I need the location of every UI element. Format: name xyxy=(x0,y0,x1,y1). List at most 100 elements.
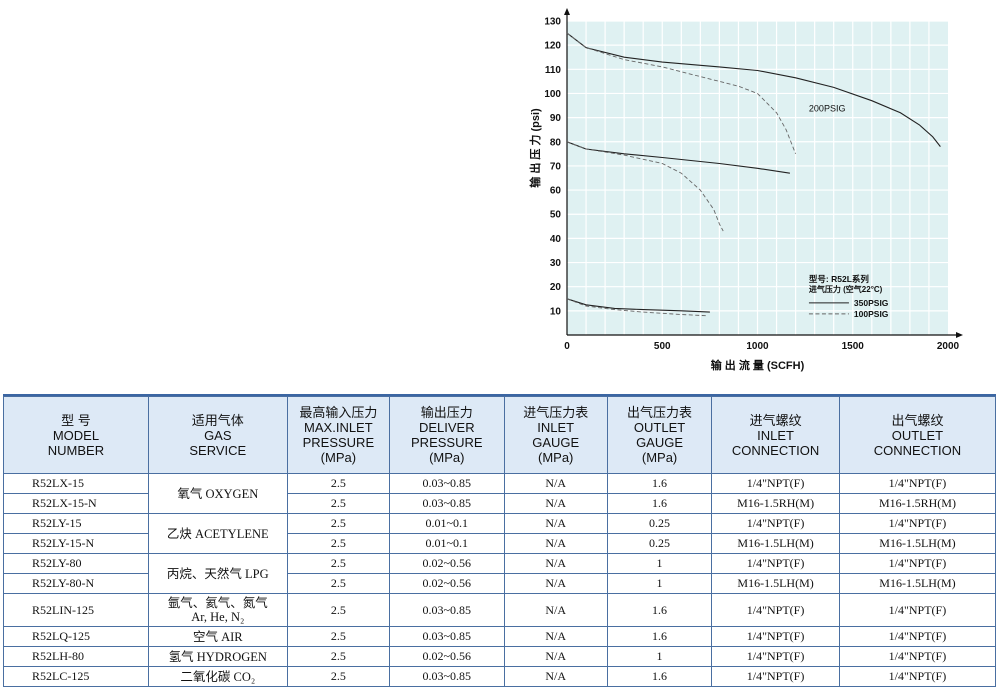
inlet-connection-cell: 1/4"NPT(F) xyxy=(711,473,840,494)
column-header-en: MAX.INLET xyxy=(304,420,373,435)
column-header-en: OUTLET xyxy=(891,427,944,443)
outlet-gauge-cell: 1.6 xyxy=(606,666,713,687)
outlet-connection-cell: 1/4"NPT(F) xyxy=(838,513,997,534)
outlet-connection-cell: 1/4"NPT(F) xyxy=(838,666,997,687)
y-tick-label: 30 xyxy=(550,258,562,269)
max-inlet-cell: 2.5 xyxy=(286,626,391,647)
outlet-connection-cell: M16-1.5LH(M) xyxy=(838,533,997,554)
column-header-zh: 适用气体 xyxy=(191,412,244,428)
y-tick-label: 20 xyxy=(550,282,562,293)
column-header-en: NUMBER xyxy=(47,442,105,458)
inlet-gauge-cell: N/A xyxy=(503,593,608,627)
column-header-en: MODEL xyxy=(52,427,100,443)
gas-label: 空气 AIR xyxy=(192,629,243,644)
flow-pressure-chart: 10 20 30 40 50 60 70 80 90 100 110 120 130 0 500 1000 15… xyxy=(528,8,963,372)
column-header-zh: 输出压力 xyxy=(420,405,473,420)
y-tick-label: 50 xyxy=(550,210,562,221)
column-header: 出气螺纹 OUTLET CONNECTION xyxy=(838,396,997,474)
max-inlet-cell: 2.5 xyxy=(286,553,391,574)
legend-entry-label: 350PSIG xyxy=(854,298,889,308)
column-header-en: (MPa) xyxy=(429,450,465,465)
outlet-gauge-cell: 1 xyxy=(606,573,713,594)
deliver-pressure-cell: 0.03~0.85 xyxy=(389,666,505,687)
column-header: 最高输入压力 MAX.INLET PRESSURE (MPa) xyxy=(286,396,391,474)
gas-cell: 乙炔 ACETYLENE xyxy=(147,513,288,554)
model-cell: R52LH-80 xyxy=(3,646,149,667)
model-cell: R52LY-80 xyxy=(3,553,149,574)
y-tick-label: 130 xyxy=(544,17,561,28)
outlet-connection-cell: M16-1.5RH(M) xyxy=(838,493,997,514)
spec-table: 型 号 MODEL NUMBER 适用气体 GAS SERVICE 最高输入压力 MAX.IN… xyxy=(3,396,997,687)
series-line-80-dashed xyxy=(566,141,724,232)
outlet-gauge-cell: 1.6 xyxy=(606,593,713,627)
legend-entry-label: 100PSIG xyxy=(854,309,889,319)
table-row: R52LY-15-N 2.5 0.01~0.1 N/A 0.25 M16-1.5LH(M)… xyxy=(3,533,997,554)
column-header-en: (MPa) xyxy=(538,450,574,465)
column-header: 出气压力表 OUTLET GAUGE (MPa) xyxy=(606,396,713,474)
x-axis-arrow xyxy=(956,332,963,338)
inlet-connection-cell: M16-1.5RH(M) xyxy=(711,493,840,514)
deliver-pressure-cell: 0.03~0.85 xyxy=(389,593,505,627)
outlet-gauge-cell: 0.25 xyxy=(606,513,713,534)
column-header-zh: 型 号 xyxy=(61,412,91,428)
gas-label: 乙炔 ACETYLENE xyxy=(166,526,269,541)
table-row: R52LC-125 二氧化碳 CO₂ 2.5 0.03~0.85 N/A 1.6 1/4"N… xyxy=(3,666,997,687)
deliver-pressure-cell: 0.02~0.56 xyxy=(389,553,505,574)
inlet-gauge-cell: N/A xyxy=(503,473,608,494)
outlet-connection-cell: M16-1.5LH(M) xyxy=(838,573,997,594)
x-tick-label: 1000 xyxy=(746,341,769,352)
column-header-en: DELIVER xyxy=(418,420,475,435)
outlet-gauge-cell: 1.6 xyxy=(606,626,713,647)
column-header-zh: 出气压力表 xyxy=(627,405,693,420)
table-top-rule xyxy=(3,394,996,396)
outlet-gauge-cell: 1 xyxy=(606,646,713,667)
column-header-en: CONNECTION xyxy=(873,442,962,458)
gas-cell: 空气 AIR xyxy=(147,626,288,647)
inlet-gauge-cell: N/A xyxy=(503,493,608,514)
model-cell: R52LQ-125 xyxy=(3,626,149,647)
outlet-gauge-cell: 1.6 xyxy=(606,473,713,494)
y-tick-label: 70 xyxy=(550,161,562,172)
outlet-gauge-cell: 1 xyxy=(606,553,713,574)
y-tick-label: 10 xyxy=(550,306,562,317)
outlet-gauge-cell: 0.25 xyxy=(606,533,713,554)
outlet-connection-cell: 1/4"NPT(F) xyxy=(838,553,997,574)
y-axis-arrow xyxy=(564,8,570,15)
column-header-zh: 进气螺纹 xyxy=(749,412,802,428)
outlet-connection-cell: 1/4"NPT(F) xyxy=(838,473,997,494)
inlet-gauge-cell: N/A xyxy=(503,626,608,647)
annotation-label: 200PSIG xyxy=(809,104,846,114)
inlet-gauge-cell: N/A xyxy=(503,533,608,554)
gas-cell: 氢气 HYDROGEN xyxy=(147,646,288,667)
column-header-en: (MPa) xyxy=(320,450,357,465)
column-header: 输出压力 DELIVER PRESSURE (MPa) xyxy=(389,396,505,474)
inlet-gauge-cell: N/A xyxy=(503,513,608,534)
x-tick-label: 1500 xyxy=(842,341,865,352)
table-row: R52LY-80 丙烷、天然气 LPG 2.5 0.02~0.56 N/A 1 1/4"NP… xyxy=(3,553,997,594)
deliver-pressure-cell: 0.02~0.56 xyxy=(389,573,505,594)
x-tick-label: 0 xyxy=(564,341,570,352)
spec-table-body: R52LX-15 氧气 OXYGEN 2.5 0.03~0.85 N/A 1.6 1/4"N… xyxy=(3,473,997,687)
column-header-en: (MPa) xyxy=(641,450,678,465)
inlet-connection-cell: 1/4"NPT(F) xyxy=(711,593,840,627)
y-tick-label: 40 xyxy=(550,234,562,245)
table-row: R52LIN-125 氩气、氦气、氮气 Ar, He, N₂ 2.5 0.03~0.85… xyxy=(3,593,997,627)
inlet-gauge-cell: N/A xyxy=(503,573,608,594)
gas-label: 丙烷、天然气 LPG xyxy=(166,566,269,581)
y-tick-label: 90 xyxy=(550,113,562,124)
gas-label: 氧气 OXYGEN xyxy=(177,486,259,501)
gas-cell: 氧气 OXYGEN xyxy=(147,473,288,514)
model-cell: R52LX-15-N xyxy=(3,493,149,514)
max-inlet-cell: 2.5 xyxy=(286,573,391,594)
column-header-en: PRESSURE xyxy=(302,435,375,450)
x-axis-label: 输 出 流 量 (SCFH) xyxy=(711,358,805,372)
column-header-en: INLET xyxy=(537,420,575,435)
column-header-en: GAUGE xyxy=(532,435,580,450)
gas-label: 二氧化碳 CO₂ xyxy=(180,669,256,684)
column-header-en: GAS xyxy=(204,427,232,443)
gas-label: 氢气 HYDROGEN xyxy=(168,649,267,664)
max-inlet-cell: 2.5 xyxy=(286,646,391,667)
inlet-connection-cell: 1/4"NPT(F) xyxy=(711,553,840,574)
column-header: 适用气体 GAS SERVICE xyxy=(147,396,288,474)
model-cell: R52LIN-125 xyxy=(3,593,149,627)
